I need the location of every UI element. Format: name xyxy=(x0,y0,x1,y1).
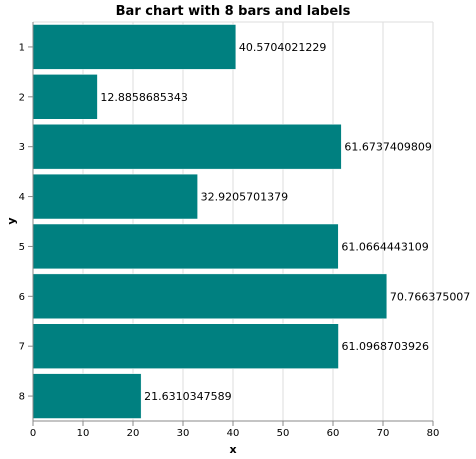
x-tick-label: 70 xyxy=(377,428,390,439)
x-tick-label: 20 xyxy=(127,428,140,439)
bar xyxy=(32,223,339,270)
x-tick-label: 50 xyxy=(277,428,290,439)
axes-layer: 0 10 20 30 40 50 60 70 80 1 2 3 4 5 6 7 8 xyxy=(19,22,440,439)
bar xyxy=(32,24,237,70)
bar xyxy=(32,373,142,419)
x-tick-label: 60 xyxy=(327,428,340,439)
x-tick-label: 30 xyxy=(177,428,190,439)
y-tick-label: 5 xyxy=(19,242,25,253)
bars-layer xyxy=(32,24,388,419)
x-tick-label: 40 xyxy=(227,428,240,439)
x-tick-label: 10 xyxy=(77,428,90,439)
bar xyxy=(32,273,388,319)
bar-value-label: 21.6310347589 xyxy=(144,390,231,403)
x-tick-label: 0 xyxy=(30,428,36,439)
bar-value-label: 70.766375007 xyxy=(390,290,470,303)
y-tick-label: 3 xyxy=(19,142,25,153)
bar-value-label: 61.0968703926 xyxy=(341,340,428,353)
y-tick-label: 2 xyxy=(19,92,25,103)
bar-value-label: 32.9205701379 xyxy=(201,191,288,204)
bar xyxy=(32,74,98,120)
y-axis-title: y xyxy=(5,217,18,224)
data-labels-layer: 40.5704021229 12.8858685343 61.6737409809 3… xyxy=(100,41,470,403)
bar xyxy=(32,323,339,369)
bar-value-label: 40.5704021229 xyxy=(239,41,326,54)
x-axis-title: x xyxy=(229,443,236,456)
bar-value-label: 61.6737409809 xyxy=(344,141,431,154)
chart-title: Bar chart with 8 bars and labels xyxy=(116,4,351,19)
y-tick-label: 4 xyxy=(19,192,25,203)
bar-value-label: 61.0664443109 xyxy=(341,240,428,253)
y-tick-label: 6 xyxy=(19,292,25,303)
y-tick-label: 8 xyxy=(19,392,25,403)
y-tick-label: 7 xyxy=(19,342,25,353)
bar xyxy=(32,124,342,170)
bar xyxy=(32,173,198,220)
x-tick-label: 80 xyxy=(427,428,440,439)
y-tick-label: 1 xyxy=(19,42,25,53)
bar-value-label: 12.8858685343 xyxy=(100,91,187,104)
